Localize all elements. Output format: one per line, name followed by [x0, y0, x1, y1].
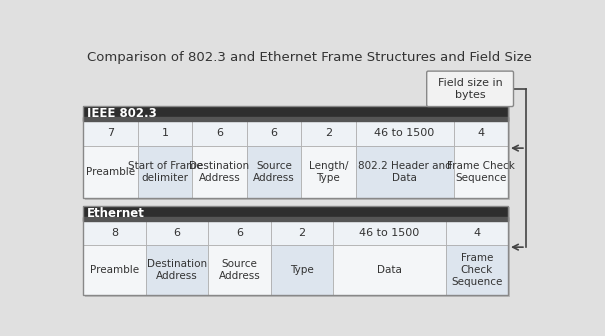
Text: 802.2 Header and
Data: 802.2 Header and Data: [358, 161, 451, 183]
Text: 7: 7: [107, 128, 114, 138]
Bar: [454, 146, 508, 198]
Bar: [138, 146, 192, 198]
Text: 4: 4: [477, 128, 485, 138]
Bar: [83, 146, 138, 198]
Bar: [454, 121, 508, 146]
Bar: [83, 221, 146, 245]
Text: Destination
Address: Destination Address: [189, 161, 249, 183]
Bar: [83, 245, 146, 295]
Bar: [301, 121, 356, 146]
Text: 6: 6: [270, 128, 278, 138]
Text: 2: 2: [298, 228, 306, 238]
Bar: [192, 121, 247, 146]
Text: Preamble: Preamble: [86, 167, 135, 177]
Bar: [356, 146, 454, 198]
Bar: [333, 221, 446, 245]
Text: Length/
Type: Length/ Type: [309, 161, 348, 183]
Bar: [271, 221, 333, 245]
Text: Field size in
bytes: Field size in bytes: [438, 78, 503, 100]
Bar: [333, 245, 446, 295]
Text: Ethernet: Ethernet: [87, 207, 145, 220]
Bar: [146, 221, 208, 245]
Bar: [247, 146, 301, 198]
Bar: [138, 121, 192, 146]
Bar: [83, 206, 508, 295]
Text: 4: 4: [473, 228, 480, 238]
Bar: [208, 221, 271, 245]
Text: Source
Address: Source Address: [253, 161, 295, 183]
Text: 46 to 1500: 46 to 1500: [374, 128, 435, 138]
Text: Frame Check
Sequence: Frame Check Sequence: [447, 161, 515, 183]
Text: 6: 6: [216, 128, 223, 138]
Bar: [85, 107, 509, 200]
Bar: [83, 121, 138, 146]
Text: Destination
Address: Destination Address: [147, 259, 207, 281]
Text: Source
Address: Source Address: [218, 259, 260, 281]
Bar: [247, 121, 301, 146]
Text: Preamble: Preamble: [90, 265, 139, 275]
Bar: [356, 121, 454, 146]
Text: IEEE 802.3: IEEE 802.3: [87, 107, 157, 120]
Bar: [192, 146, 247, 198]
Text: 6: 6: [236, 228, 243, 238]
Text: Comparison of 802.3 and Ethernet Frame Structures and Field Size: Comparison of 802.3 and Ethernet Frame S…: [87, 51, 532, 64]
Text: 2: 2: [325, 128, 332, 138]
Bar: [271, 245, 333, 295]
Text: 1: 1: [162, 128, 169, 138]
Text: Type: Type: [290, 265, 314, 275]
Bar: [146, 245, 208, 295]
Bar: [446, 245, 508, 295]
Bar: [85, 207, 509, 297]
Text: Data: Data: [377, 265, 402, 275]
Bar: [83, 217, 508, 221]
Bar: [83, 106, 508, 198]
Bar: [208, 245, 271, 295]
Bar: [83, 117, 508, 121]
Bar: [446, 221, 508, 245]
Text: Start of Frame
delimiter: Start of Frame delimiter: [128, 161, 202, 183]
Text: 6: 6: [174, 228, 180, 238]
Bar: [301, 146, 356, 198]
Bar: [83, 206, 508, 221]
Text: 8: 8: [111, 228, 118, 238]
Text: 46 to 1500: 46 to 1500: [359, 228, 419, 238]
Text: Frame
Check
Sequence: Frame Check Sequence: [451, 253, 503, 287]
FancyBboxPatch shape: [427, 71, 514, 107]
Bar: [83, 106, 508, 121]
